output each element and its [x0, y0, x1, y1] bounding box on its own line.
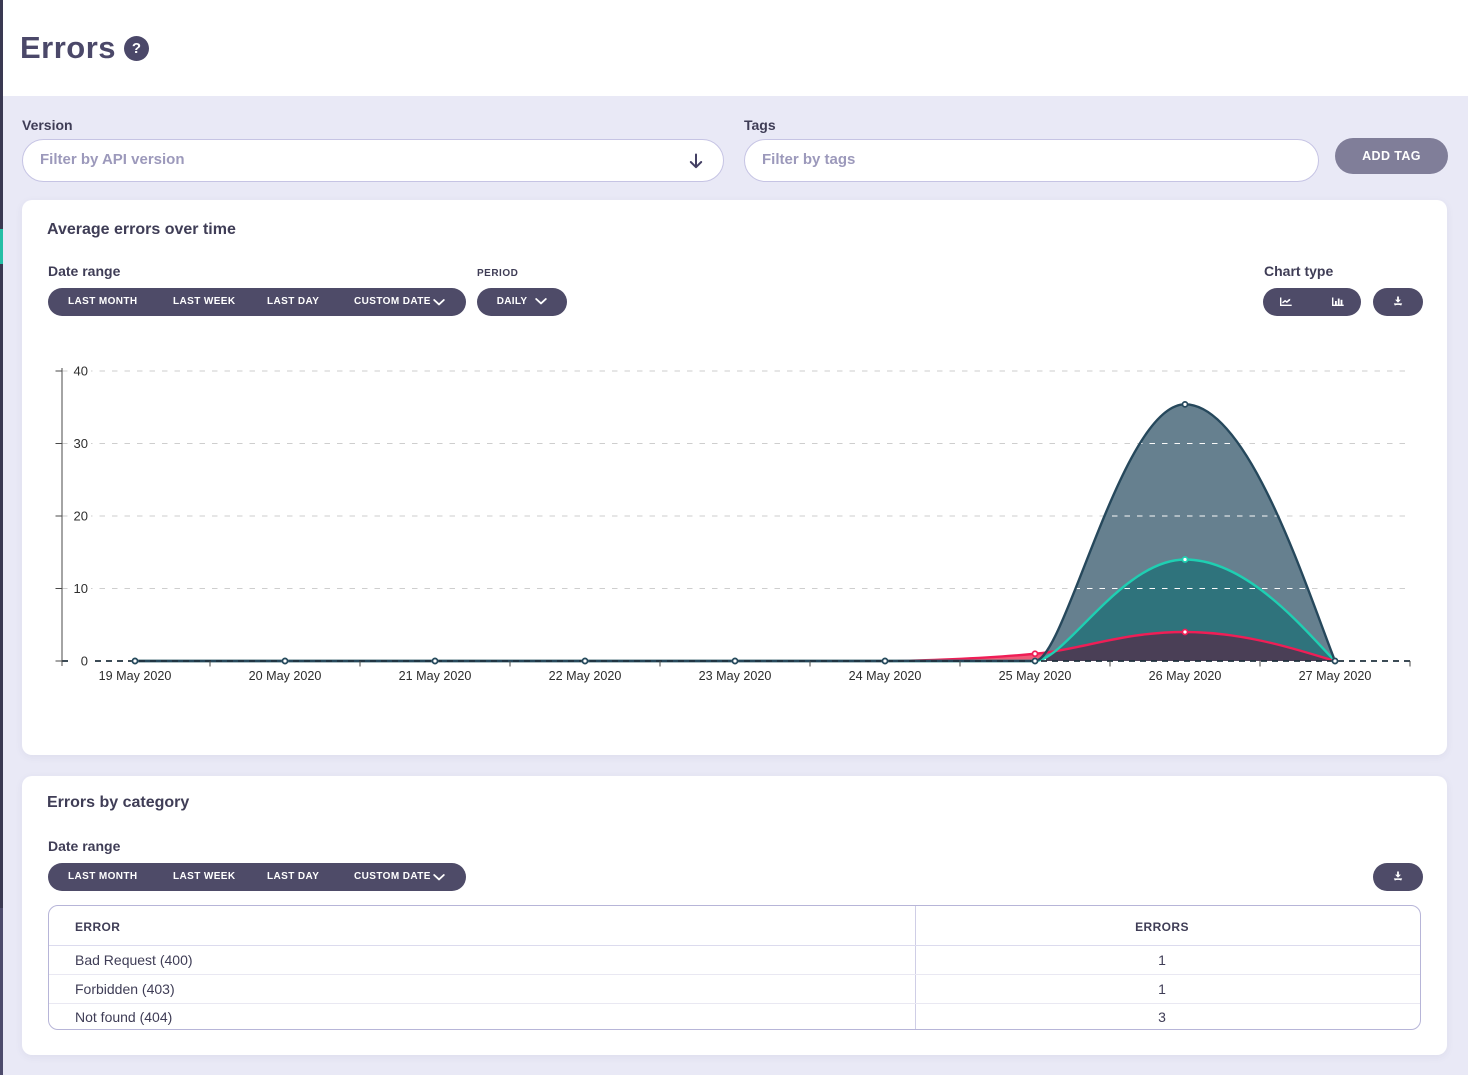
svg-text:0: 0	[81, 654, 88, 669]
svg-text:26 May 2020: 26 May 2020	[1149, 669, 1222, 683]
svg-text:40: 40	[74, 364, 88, 379]
svg-text:20 May 2020: 20 May 2020	[249, 669, 322, 683]
svg-text:24 May 2020: 24 May 2020	[849, 669, 922, 683]
svg-text:27 May 2020: 27 May 2020	[1299, 669, 1372, 683]
svg-text:20: 20	[74, 509, 88, 524]
svg-text:19 May 2020: 19 May 2020	[99, 669, 172, 683]
svg-text:23 May 2020: 23 May 2020	[699, 669, 772, 683]
svg-text:10: 10	[74, 581, 88, 596]
svg-text:30: 30	[74, 436, 88, 451]
svg-text:21 May 2020: 21 May 2020	[399, 669, 472, 683]
svg-text:22 May 2020: 22 May 2020	[549, 669, 622, 683]
svg-text:25 May 2020: 25 May 2020	[999, 669, 1072, 683]
